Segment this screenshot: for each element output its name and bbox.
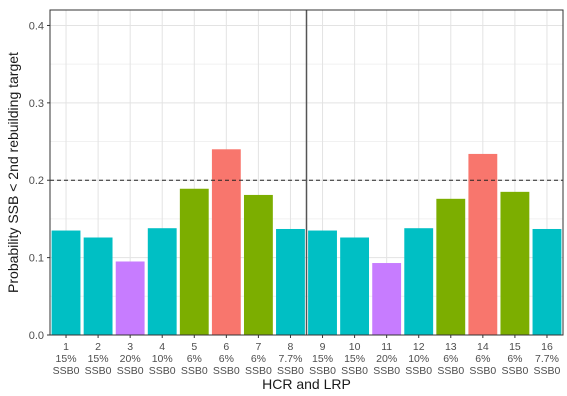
x-tick-label-line: SSB0 <box>469 365 496 377</box>
x-tick-label-line: 12 <box>413 341 425 353</box>
x-tick-label-line: SSB0 <box>245 365 272 377</box>
x-tick-label: 8 7.7% SSB0 <box>277 341 304 377</box>
x-tick-label-line: 20% <box>376 353 397 365</box>
x-tick-label-line: 7.7% <box>535 353 559 365</box>
x-tick-label: 3 20% SSB0 <box>117 341 144 377</box>
x-tick-label-line: 5 <box>191 341 197 353</box>
x-tick-label: 6 6% SSB0 <box>213 341 240 377</box>
y-tick-label: 0.1 <box>29 253 44 265</box>
x-tick-label-line: SSB0 <box>405 365 432 377</box>
bar <box>308 230 337 335</box>
x-tick-label-line: SSB0 <box>149 365 176 377</box>
x-tick-label-line: 7 <box>255 341 261 353</box>
x-tick-label: 5 6% SSB0 <box>181 341 208 377</box>
x-tick-label-line: 11 <box>381 341 392 353</box>
x-tick-label-line: 20% <box>120 353 141 365</box>
bar <box>436 198 466 335</box>
x-tick-label-line: SSB0 <box>181 365 208 377</box>
x-tick-label-line: 6% <box>187 353 202 365</box>
x-tick-label-line: 15% <box>56 353 77 365</box>
x-tick-label-line: 10% <box>152 353 173 365</box>
y-axis-title: Probability SSB < 2nd rebuilding target <box>5 52 21 293</box>
x-tick-label: 2 15% SSB0 <box>85 341 112 377</box>
bar <box>147 228 177 335</box>
x-tick-label-line: 6% <box>475 353 490 365</box>
x-tick-label-line: 1 <box>63 341 69 353</box>
x-tick-label-line: 2 <box>95 341 101 353</box>
x-tick-label: 11 20% SSB0 <box>373 341 400 377</box>
x-tick-label-line: 6% <box>251 353 266 365</box>
x-tick-label-line: SSB0 <box>117 365 144 377</box>
x-tick-label: 7 6% SSB0 <box>245 341 272 377</box>
y-tick-label: 0.2 <box>29 175 44 187</box>
x-tick-label-line: 15% <box>344 353 365 365</box>
bar <box>500 191 530 335</box>
x-tick-label-line: 4 <box>159 341 165 353</box>
x-tick-label: 14 6% SSB0 <box>469 341 496 377</box>
x-tick-label-line: SSB0 <box>309 365 336 377</box>
bar <box>276 228 305 335</box>
bar <box>468 153 498 335</box>
bar <box>179 188 209 335</box>
bar <box>340 237 370 335</box>
x-tick-label-line: SSB0 <box>341 365 368 377</box>
x-tick-label-line: 15% <box>312 353 333 365</box>
panel-border <box>49 9 564 336</box>
x-tick-label-line: 7.7% <box>279 353 303 365</box>
x-axis-title: HCR and LRP <box>262 376 351 392</box>
bar <box>211 149 241 335</box>
x-tick-label-line: SSB0 <box>85 365 112 377</box>
bar <box>83 237 113 335</box>
x-tick-label-line: 10 <box>349 341 361 353</box>
x-tick-label: 15 6% SSB0 <box>501 341 528 377</box>
x-tick-label: 9 15% SSB0 <box>309 341 336 377</box>
x-tick-label-line: SSB0 <box>213 365 240 377</box>
bar <box>404 228 434 335</box>
bar <box>51 230 81 335</box>
x-tick-label-line: 8 <box>288 341 294 353</box>
x-tick-label-line: SSB0 <box>277 365 304 377</box>
x-tick-label-line: 16 <box>541 341 553 353</box>
y-tick-label: 0.0 <box>29 330 44 342</box>
x-tick-label: 10 15% SSB0 <box>341 341 368 377</box>
y-tick-label: 0.3 <box>29 98 44 110</box>
x-tick-label-line: 10% <box>408 353 429 365</box>
x-tick-label-line: 6% <box>219 353 234 365</box>
bar <box>115 261 145 335</box>
x-tick-label-line: 6% <box>443 353 458 365</box>
x-tick-label-line: 15% <box>88 353 109 365</box>
x-tick-label-line: 6% <box>507 353 522 365</box>
x-tick-label-line: 3 <box>127 341 133 353</box>
x-tick-label-line: 15 <box>509 341 521 353</box>
x-tick-label: 16 7.7% SSB0 <box>534 341 561 377</box>
bar <box>532 228 562 335</box>
bar <box>243 194 273 335</box>
x-tick-label-line: SSB0 <box>373 365 400 377</box>
x-tick-label: 13 6% SSB0 <box>437 341 464 377</box>
x-tick-label-line: 13 <box>445 341 457 353</box>
x-tick-label-line: SSB0 <box>437 365 464 377</box>
y-tick-label: 0.4 <box>29 20 44 32</box>
x-tick-label: 4 10% SSB0 <box>149 341 176 377</box>
x-tick-label: 1 15% SSB0 <box>53 341 80 377</box>
x-tick-label-line: 14 <box>477 341 489 353</box>
x-tick-label-line: SSB0 <box>534 365 561 377</box>
bar <box>372 263 402 335</box>
x-tick-label-line: SSB0 <box>53 365 80 377</box>
x-tick-label-line: 9 <box>320 341 326 353</box>
x-tick-label-line: SSB0 <box>501 365 528 377</box>
x-tick-label: 12 10% SSB0 <box>405 341 432 377</box>
x-tick-label-line: 6 <box>223 341 229 353</box>
